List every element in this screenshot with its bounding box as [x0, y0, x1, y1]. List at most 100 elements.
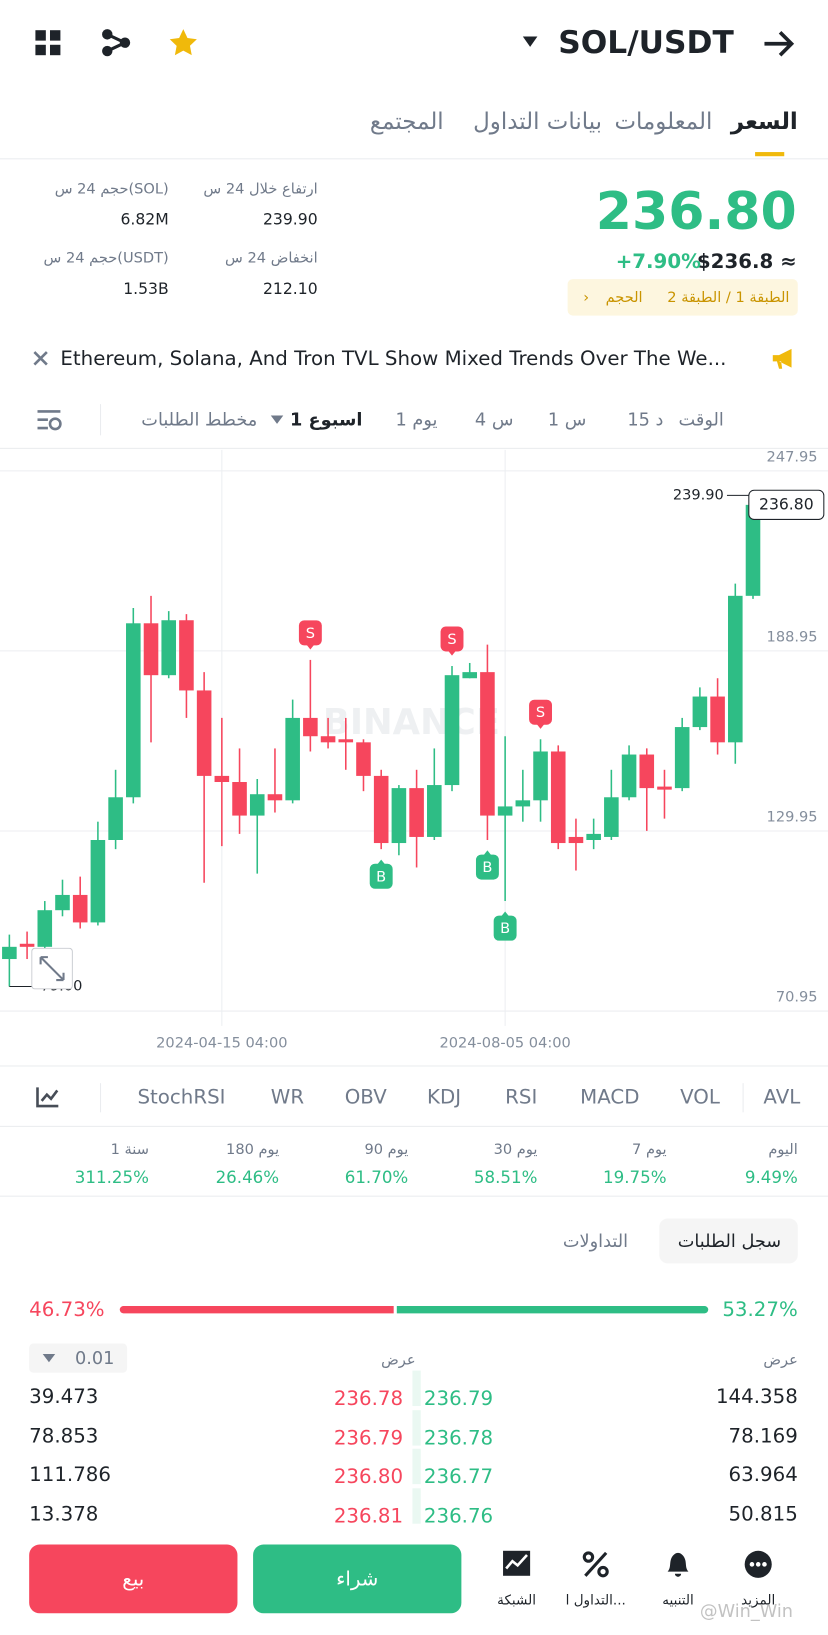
interval[interactable]: 1 يوم: [395, 409, 438, 431]
candle-body: [249, 794, 265, 816]
tab[interactable]: المجتمع: [369, 109, 444, 136]
tab[interactable]: بيانات التداول: [473, 109, 602, 136]
divider: [0, 447, 828, 449]
ask-depth: [412, 1487, 421, 1524]
tab[interactable]: السعر: [730, 109, 798, 136]
candle-body: [90, 839, 106, 923]
precision[interactable]: 0.01: [74, 1348, 115, 1370]
interval[interactable]: مخطط الطلبات: [141, 409, 258, 431]
signal-badge: [493, 915, 517, 941]
candle-body: [126, 623, 141, 798]
indicator[interactable]: KDJ: [427, 1085, 462, 1109]
ask-qty: 13.378: [29, 1502, 99, 1526]
candle-body: [55, 894, 70, 911]
tab[interactable]: المعلومات: [614, 109, 713, 136]
y-tick-label: 188.95: [767, 629, 818, 646]
sell-ratio: 46.73%: [29, 1298, 105, 1322]
pair-title[interactable]: SOL/USDT: [558, 24, 734, 62]
perf-label: 30 يوم: [493, 1141, 538, 1159]
stat-value: 1.53B: [123, 279, 169, 299]
buy-label[interactable]: شراء: [336, 1567, 379, 1591]
divider: [99, 1083, 102, 1113]
ask-price: 236.78: [333, 1387, 404, 1411]
candle-body: [108, 797, 123, 840]
candle-body: [320, 736, 336, 743]
candle-body: [621, 754, 637, 798]
expand-icon[interactable]: [31, 947, 73, 990]
indicator[interactable]: WR: [270, 1085, 305, 1109]
sell-label[interactable]: بيع: [122, 1567, 145, 1591]
usd-price: $236.8 ≈: [696, 250, 797, 274]
order-tab-active[interactable]: سجل الطلبات: [677, 1231, 782, 1253]
tag-layers[interactable]: الطبقة 1 / الطبقة 2: [667, 289, 790, 307]
candle-body: [674, 727, 690, 789]
grid-icon[interactable]: [33, 28, 62, 57]
candle-body: [267, 794, 283, 801]
candle-body: [19, 943, 35, 947]
price-change: +7.90%: [615, 250, 701, 274]
signal-pointer: [483, 850, 492, 856]
signal-label: B: [482, 859, 492, 876]
indicator[interactable]: RSI: [505, 1085, 538, 1109]
interval[interactable]: 1 س: [547, 409, 587, 431]
order-tab[interactable]: التداولات: [562, 1231, 629, 1253]
news-ticker[interactable]: Ethereum, Solana, And Tron TVL Show Mixe…: [60, 347, 727, 371]
buy-button[interactable]: [253, 1544, 462, 1614]
indicator[interactable]: StochRSI: [137, 1085, 226, 1109]
interval-active[interactable]: 1 اسبوع: [290, 409, 363, 431]
sell-button[interactable]: [29, 1544, 238, 1614]
indicator[interactable]: OBV: [344, 1085, 387, 1109]
nav-label[interactable]: الشبكة: [497, 1592, 536, 1609]
signal-label: S: [536, 704, 545, 721]
candle-body: [373, 775, 389, 844]
indicator[interactable]: AVL: [763, 1085, 801, 1109]
indicator[interactable]: VOL: [680, 1085, 720, 1109]
buy-bar: [396, 1306, 709, 1314]
candle-body: [37, 910, 53, 947]
indicator-strip: VOL MACD RSI KDJ OBV WR StochRSI AVL: [104, 1073, 828, 1125]
trade-icon[interactable]: [581, 1550, 610, 1579]
alert-icon[interactable]: [663, 1550, 692, 1579]
signal-badge: [475, 854, 499, 880]
indicator-icon[interactable]: [35, 1085, 60, 1108]
perf-value: 61.70%: [344, 1167, 409, 1188]
ask-depth: [412, 1448, 421, 1485]
interval[interactable]: 4 س: [474, 409, 514, 431]
signal-label: B: [376, 868, 386, 885]
settings-icon[interactable]: [35, 407, 62, 432]
precision-box[interactable]: [29, 1343, 128, 1373]
indicator[interactable]: MACD: [580, 1085, 640, 1109]
tab-box[interactable]: [659, 1218, 798, 1264]
close-icon[interactable]: [32, 350, 49, 367]
interval[interactable]: الوقت: [678, 409, 724, 431]
candle-body: [196, 690, 212, 776]
perf-label: 90 يوم: [364, 1141, 409, 1159]
favorite-icon[interactable]: [168, 27, 199, 58]
candle-body: [745, 504, 761, 596]
candle-body: [427, 785, 442, 837]
candle-body: [515, 800, 531, 807]
tag-volume[interactable]: الحجم: [605, 289, 643, 307]
bid-price: 236.79: [423, 1387, 494, 1411]
last-price-label: 236.80: [759, 495, 814, 513]
interval[interactable]: 15 د: [627, 409, 664, 431]
more-icon[interactable]: [744, 1550, 773, 1579]
nav-label[interactable]: المزيد: [741, 1592, 776, 1609]
candlestick-chart[interactable]: BINANCE 70.95 129.95 188.95 247.95 2024-04-15…: [0, 0, 828, 1062]
signal-pointer: [306, 644, 315, 650]
grid-bot-icon[interactable]: [502, 1550, 531, 1577]
share-icon[interactable]: [100, 27, 131, 58]
nav-label[interactable]: التداول ا...: [565, 1592, 626, 1609]
dropdown-icon[interactable]: [522, 35, 539, 47]
nav-label[interactable]: التنبيه: [662, 1592, 694, 1609]
last-price-box: [748, 489, 825, 520]
bid-qty: 50.815: [728, 1502, 798, 1526]
candle-body: [303, 717, 318, 737]
ask-price: 236.80: [333, 1465, 404, 1489]
signal-badge: [369, 863, 393, 889]
arrow-icon[interactable]: [762, 29, 795, 58]
divider: [0, 1125, 828, 1127]
tag-box[interactable]: [567, 279, 798, 316]
